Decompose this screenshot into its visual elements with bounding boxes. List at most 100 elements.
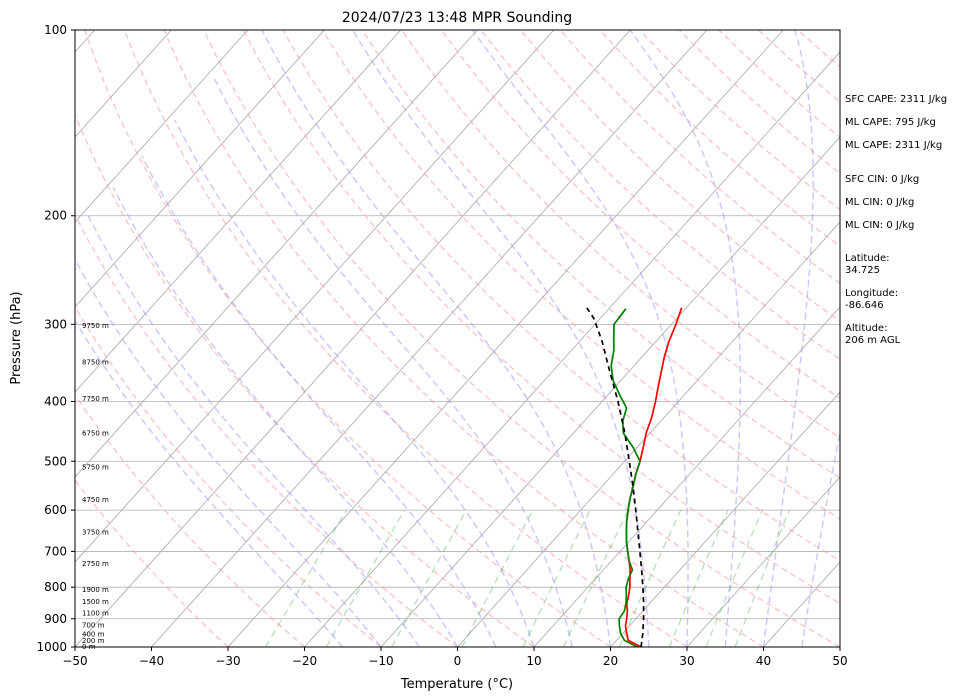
mixing-ratio-line xyxy=(325,509,405,647)
mixing-ratio-line xyxy=(522,509,591,647)
isotherm-line xyxy=(151,30,708,647)
y-tick-label: 1000 xyxy=(36,640,67,654)
sounding-series-0 xyxy=(624,307,683,647)
dry-adiabat xyxy=(84,30,611,647)
height-label: 400 m xyxy=(82,631,105,639)
height-label: 1900 m xyxy=(82,586,109,594)
y-tick-label: 800 xyxy=(44,580,67,594)
isotherm-line xyxy=(75,30,631,647)
sounding-parameters: SFC CAPE: 2311 J/kg ML CAPE: 795 J/kg ML… xyxy=(845,94,947,346)
y-tick-label: 200 xyxy=(44,209,67,223)
longitude-label: Longitude: xyxy=(845,288,898,299)
longitude-value: -86.646 xyxy=(845,300,884,311)
x-tick-label: −30 xyxy=(215,654,240,668)
ml-cin-text: ML CIN: 0 J/kg xyxy=(845,220,914,231)
isotherm-line xyxy=(686,476,840,647)
height-label: 2750 m xyxy=(82,560,109,568)
latitude-value: 34.725 xyxy=(845,265,880,276)
moist-adiabat xyxy=(213,78,573,647)
height-label: 3750 m xyxy=(82,528,109,536)
dry-adiabat xyxy=(75,479,229,647)
height-label: 9750 m xyxy=(82,322,109,330)
moist-adiabat xyxy=(75,258,382,647)
moist-adiabat xyxy=(352,30,650,647)
moist-adiabat xyxy=(629,30,741,647)
dry-adiabat xyxy=(163,30,764,647)
isotherm-line xyxy=(75,30,402,393)
height-label: 8750 m xyxy=(82,359,109,367)
moist-adiabat xyxy=(472,30,689,647)
dry-adiabat xyxy=(321,30,840,520)
moist-adiabat xyxy=(112,187,459,647)
x-tick-label: −50 xyxy=(62,654,87,668)
y-tick-label: 100 xyxy=(44,23,67,37)
moist-adiabat xyxy=(801,428,840,647)
isotherm-line xyxy=(75,30,325,308)
height-label: 4750 m xyxy=(82,496,109,504)
y-tick-label: 900 xyxy=(44,612,67,626)
dry-adiabat xyxy=(242,30,840,605)
dry-adiabat xyxy=(75,213,458,647)
dry-adiabat xyxy=(203,30,840,647)
x-tick-label: −40 xyxy=(139,654,164,668)
x-tick-label: 50 xyxy=(832,654,847,668)
isotherm-line xyxy=(75,30,249,223)
isotherm-line xyxy=(610,391,840,647)
isotherm-line xyxy=(380,136,840,647)
x-axis-label: Temperature (°C) xyxy=(400,677,513,692)
plot-frame xyxy=(74,29,841,648)
moist-adiabat xyxy=(75,319,344,647)
mixing-ratio-line xyxy=(705,509,763,647)
y-tick-label: 500 xyxy=(44,454,67,468)
height-label: 7750 m xyxy=(82,395,109,403)
ml-cape-text: ML CAPE: 795 J/kg xyxy=(845,117,936,128)
chart-title: 2024/07/23 13:48 MPR Sounding xyxy=(342,10,572,26)
y-tick-label: 300 xyxy=(44,317,67,331)
ml-cape-text: ML CAPE: 2311 J/kg xyxy=(845,140,942,151)
height-label: 1500 m xyxy=(82,598,109,606)
mixing-ratio-line xyxy=(562,509,629,647)
dry-adiabat xyxy=(559,30,840,285)
mixing-ratio-line xyxy=(668,509,729,647)
dry-adiabat xyxy=(520,30,840,322)
sounding-series-2 xyxy=(586,307,645,647)
y-tick-label: 400 xyxy=(44,394,67,408)
moist-adiabat xyxy=(141,155,497,647)
x-tick-label: 40 xyxy=(756,654,771,668)
sounding-series-1 xyxy=(610,308,641,647)
height-label: 1100 m xyxy=(82,610,109,618)
x-tick-label: −20 xyxy=(292,654,317,668)
sfc-cape-text: SFC CAPE: 2311 J/kg xyxy=(845,94,947,105)
mixing-ratio-line xyxy=(265,509,348,647)
dry-adiabat xyxy=(282,30,840,562)
mixing-ratio-line xyxy=(618,509,682,647)
dry-adiabat xyxy=(75,306,382,647)
altitude-value: 206 m AGL xyxy=(845,335,901,346)
isotherm-line xyxy=(457,221,840,647)
dry-adiabat xyxy=(75,393,305,647)
y-axis-label: Pressure (hPa) xyxy=(9,291,24,384)
moist-adiabat xyxy=(174,119,535,647)
mixing-ratio-line xyxy=(461,509,534,647)
moist-adiabat xyxy=(762,30,814,647)
latitude-label: Latitude: xyxy=(845,253,890,264)
altitude-label: Altitude: xyxy=(845,323,887,334)
height-label: 200 m xyxy=(82,637,105,645)
x-tick-label: −10 xyxy=(368,654,393,668)
x-tick-label: 30 xyxy=(679,654,694,668)
y-tick-label: 600 xyxy=(44,503,67,517)
x-tick-label: 10 xyxy=(526,654,541,668)
isotherm-line xyxy=(75,30,172,138)
isotherm-line xyxy=(75,30,478,478)
dry-adiabat xyxy=(480,30,840,361)
height-label: 6750 m xyxy=(82,430,109,438)
height-label: 700 m xyxy=(82,622,105,630)
x-tick-label: 20 xyxy=(603,654,618,668)
isotherm-line xyxy=(227,30,784,647)
moist-adiabat xyxy=(261,30,612,647)
height-label: 5750 m xyxy=(82,464,109,472)
sfc-cin-text: SFC CIN: 0 J/kg xyxy=(845,174,919,185)
isotherm-line xyxy=(75,30,555,563)
x-tick-label: 0 xyxy=(454,654,462,668)
